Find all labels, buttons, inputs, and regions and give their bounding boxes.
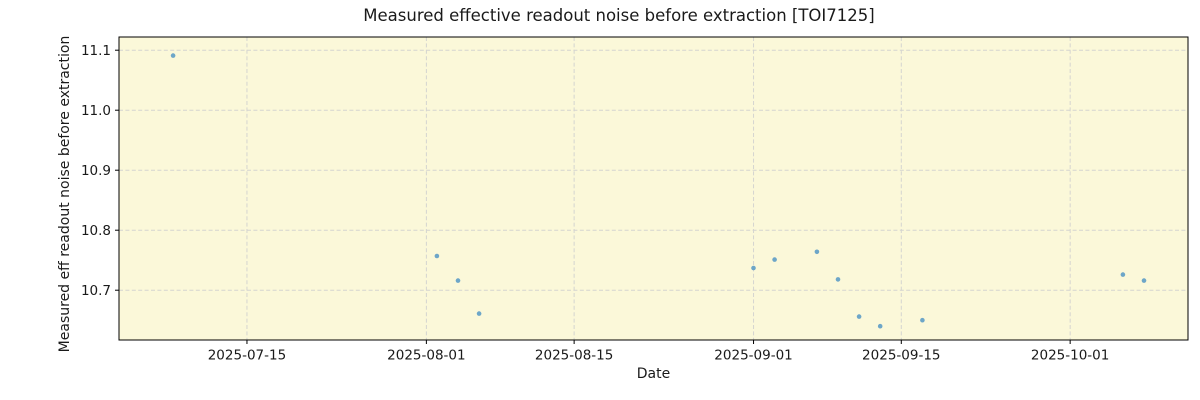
plot-frame (118, 36, 1189, 341)
x-tick-label: 2025-08-15 (535, 348, 613, 364)
data-point (170, 53, 176, 58)
data-point (476, 311, 482, 316)
data-point (434, 253, 440, 259)
x-tick-label: 2025-07-15 (208, 348, 286, 364)
x-axis-label: Date (636, 366, 671, 382)
data-point (751, 265, 756, 271)
data-point (856, 314, 862, 319)
x-tick-label: 2025-08-01 (387, 348, 465, 364)
data-point (920, 317, 925, 323)
plot-background (119, 37, 1188, 340)
data-point (772, 257, 777, 262)
y-tick-label: 10.9 (81, 163, 111, 179)
data-point (1141, 278, 1147, 283)
data-point (835, 277, 841, 282)
data-point (877, 323, 883, 329)
data-point (814, 249, 820, 255)
x-tick-label: 2025-09-15 (862, 348, 940, 364)
chart-title: Measured effective readout noise before … (363, 6, 875, 25)
data-point (455, 278, 461, 283)
x-tick-label: 2025-10-01 (1031, 348, 1109, 364)
data-point (1120, 272, 1126, 277)
y-tick-label: 11.0 (81, 103, 111, 119)
y-tick-label: 10.7 (81, 283, 111, 299)
y-tick-label: 11.1 (81, 43, 111, 59)
x-tick-label: 2025-09-01 (714, 348, 792, 364)
y-tick-label: 10.8 (81, 223, 111, 239)
